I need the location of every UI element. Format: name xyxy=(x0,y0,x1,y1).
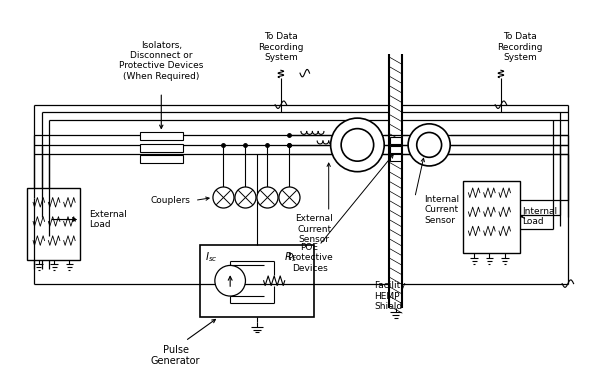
Circle shape xyxy=(279,187,300,208)
Text: Isolators,
Disconnect or
Protective Devices
(When Required): Isolators, Disconnect or Protective Devi… xyxy=(119,41,203,81)
Circle shape xyxy=(257,187,278,208)
Circle shape xyxy=(417,132,442,157)
Circle shape xyxy=(331,118,384,172)
Bar xyxy=(140,155,183,163)
Text: To Data
Recording
System: To Data Recording System xyxy=(258,32,304,62)
Bar xyxy=(390,146,401,153)
Text: External
Load: External Load xyxy=(89,210,127,229)
Bar xyxy=(390,155,401,161)
Circle shape xyxy=(341,128,374,161)
Text: Facility
HEMP
Shield: Facility HEMP Shield xyxy=(374,281,406,311)
Text: Pulse
Generator: Pulse Generator xyxy=(151,345,200,366)
Text: Internal
Current
Sensor: Internal Current Sensor xyxy=(424,195,460,225)
Bar xyxy=(28,188,80,260)
Circle shape xyxy=(235,187,256,208)
Bar xyxy=(140,144,183,152)
Circle shape xyxy=(215,265,245,296)
Circle shape xyxy=(408,124,450,166)
Text: Internal
Load: Internal Load xyxy=(522,207,557,226)
Bar xyxy=(200,246,314,317)
Bar xyxy=(390,137,401,144)
Text: $R_s$: $R_s$ xyxy=(284,250,297,264)
Text: POE
Protective
Devices: POE Protective Devices xyxy=(287,243,332,273)
Bar xyxy=(463,181,520,253)
Text: External
Current
Sensor: External Current Sensor xyxy=(295,214,333,244)
Circle shape xyxy=(213,187,234,208)
Bar xyxy=(140,132,183,140)
Text: To Data
Recording
System: To Data Recording System xyxy=(497,32,543,62)
Text: Couplers: Couplers xyxy=(150,196,190,205)
Text: $I_{sc}$: $I_{sc}$ xyxy=(205,250,217,264)
